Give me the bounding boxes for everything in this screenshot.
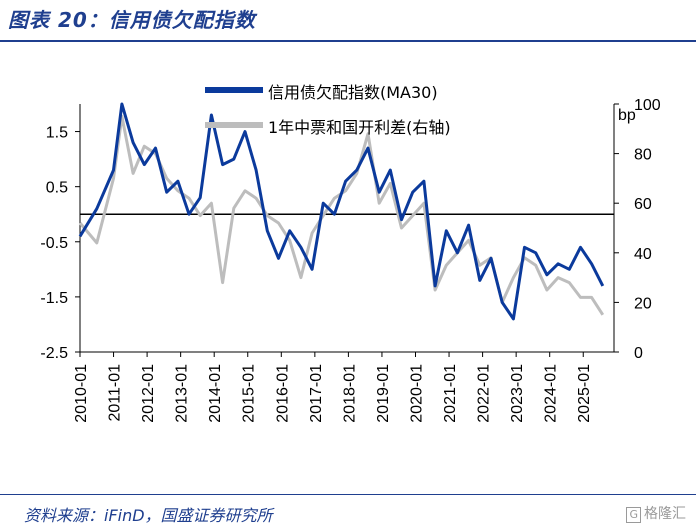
watermark-text: 格隆汇 xyxy=(644,506,686,522)
y-right-tick-label: 100 xyxy=(634,97,661,114)
y-right-tick-label: 20 xyxy=(634,295,652,312)
x-tick-label: 2019-01 xyxy=(375,364,392,423)
x-tick-label: 2012-01 xyxy=(140,364,157,423)
x-tick-label: 2014-01 xyxy=(207,364,224,423)
series-line-credit-index xyxy=(78,102,605,321)
source-line: 资料来源：iFinD，国盛证券研究所 xyxy=(24,506,273,525)
legend-label-spread: 1年中票和国开利差(右轴) xyxy=(268,118,451,137)
y-right-unit-label: bp xyxy=(618,107,636,124)
y-right-tick-label: 0 xyxy=(634,345,643,362)
y-right-tick-label: 60 xyxy=(634,196,652,213)
figure-title: 图表 20：信用债欠配指数 xyxy=(8,8,256,32)
x-tick-label: 2020-01 xyxy=(408,364,425,423)
x-tick-label: 2021-01 xyxy=(442,364,459,423)
y-left-tick-label: 0.5 xyxy=(46,180,68,197)
legend-swatch-blue xyxy=(205,87,263,93)
x-tick-label: 2018-01 xyxy=(341,364,358,423)
x-tick-label: 2015-01 xyxy=(241,364,258,423)
chart: 1.5 0.5 -0.5 -1.5 -2.5 100 80 60 40 20 0 bp 2010-01 2… xyxy=(40,83,661,423)
x-tick-label: 2025-01 xyxy=(576,364,593,423)
series-line-spread xyxy=(78,114,605,316)
x-tick-label: 2016-01 xyxy=(274,364,291,423)
legend-label-credit-index: 信用债欠配指数(MA30) xyxy=(268,83,438,102)
y-left-tick-label: 1.5 xyxy=(46,125,68,142)
source-rule xyxy=(0,494,696,495)
y-left-tick-label: -2.5 xyxy=(40,345,68,362)
x-tick-label: 2011-01 xyxy=(107,364,124,422)
y-left-tick-label: -0.5 xyxy=(40,235,68,252)
y-right-tick-label: 80 xyxy=(634,147,652,164)
watermark-logo: G xyxy=(626,507,641,523)
title-rule xyxy=(0,40,696,42)
watermark: G 格隆汇 xyxy=(626,503,686,523)
x-tick-label: 2024-01 xyxy=(543,364,560,423)
legend-swatch-gray xyxy=(205,122,263,128)
x-tick-label: 2017-01 xyxy=(308,364,325,423)
x-tick-label: 2013-01 xyxy=(174,364,191,423)
x-tick-label: 2023-01 xyxy=(509,364,526,423)
x-tick-label: 2010-01 xyxy=(73,364,90,423)
y-left-tick-label: -1.5 xyxy=(40,290,68,307)
x-tick-label: 2022-01 xyxy=(476,364,493,423)
y-right-tick-label: 40 xyxy=(634,246,652,263)
